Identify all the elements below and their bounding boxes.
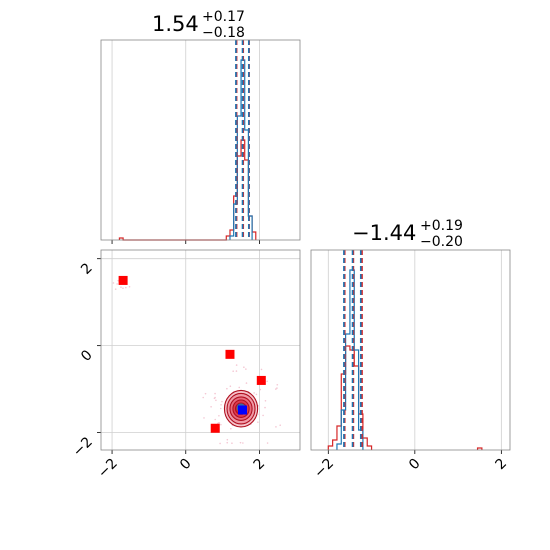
hist2-xtick-label-1: 0	[406, 456, 424, 474]
joint-sample-21	[276, 387, 278, 389]
joint-sample-far-7	[120, 286, 122, 289]
title-param-2-minus: −0.20	[420, 234, 463, 250]
blue-marker	[238, 405, 248, 415]
joint-sample-17	[221, 400, 223, 403]
hist-panel-param-2	[310, 249, 511, 454]
red-marker-0	[118, 275, 128, 285]
joint-sample-50	[266, 380, 268, 383]
title-param-2: −1.44 +0.19 −0.20	[352, 218, 463, 250]
joint-sample-9	[214, 418, 217, 421]
joint-sample-41	[229, 385, 232, 388]
joint-sample-30	[262, 414, 264, 417]
joint-sample-far-0	[122, 287, 124, 290]
joint-sample-far-3	[116, 283, 118, 285]
joint-sample-far-4	[128, 285, 131, 288]
red-marker-2	[256, 375, 266, 385]
joint-frame	[100, 249, 301, 451]
joint-ytick-label-1: 0	[78, 347, 96, 365]
joint-sample-48	[202, 396, 205, 399]
hist2-series-blue	[336, 269, 364, 450]
joint-sample-37	[266, 442, 269, 444]
joint-sample-39	[239, 441, 242, 444]
joint-sample-53	[231, 442, 233, 444]
joint-sample-23	[220, 403, 222, 406]
joint-sample-36	[235, 370, 238, 372]
joint-sample-33	[215, 399, 217, 402]
title-param-1-minus: −0.18	[202, 25, 245, 41]
joint-panel	[97, 249, 301, 454]
joint-ytick-label-0: −2	[70, 434, 96, 460]
joint-sample-51	[257, 421, 259, 423]
joint-sample-45	[264, 406, 266, 409]
red-marker-1	[225, 349, 235, 359]
joint-sample-22	[243, 366, 245, 369]
joint-sample-52	[257, 405, 260, 407]
joint-sample-32	[204, 392, 207, 395]
title-param-2-value: −1.44	[352, 221, 416, 245]
joint-sample-14	[214, 392, 216, 395]
joint-sample-far-5	[114, 288, 117, 290]
joint-sample-47	[276, 383, 279, 386]
joint-sample-13	[258, 413, 261, 415]
joint-sample-31	[214, 396, 216, 399]
joint-sample-38	[275, 426, 277, 428]
joint-sample-42	[245, 382, 248, 384]
hist1-frame	[100, 39, 301, 241]
joint-sample-34	[238, 386, 241, 389]
joint-sample-29	[226, 438, 229, 441]
joint-sample-1	[255, 393, 258, 396]
joint-sample-7	[219, 407, 222, 410]
hist2-xtick-label-2: 2	[493, 456, 511, 474]
hist2-xtick-label-0: −2	[311, 456, 337, 482]
title-param-1-plus: +0.17	[202, 9, 245, 25]
joint-sample-26	[253, 392, 255, 394]
joint-sample-3	[275, 388, 277, 390]
joint-sample-54	[219, 442, 221, 445]
joint-sample-0	[210, 406, 212, 408]
joint-sample-44	[235, 364, 238, 366]
joint-sample-5	[232, 370, 234, 373]
title-param-2-plus: +0.19	[420, 218, 463, 234]
joint-sample-far-2	[112, 282, 115, 284]
title-param-1-value: 1.54	[152, 12, 199, 36]
joint-sample-18	[218, 414, 220, 417]
joint-sample-43	[226, 441, 229, 444]
joint-sample-25	[242, 442, 244, 444]
tick-labels: −2 0 2 −2 0 2 −2 0 2	[70, 260, 510, 481]
joint-sample-20	[226, 387, 228, 390]
joint-xtick-label-0: −2	[95, 456, 121, 482]
hist2-frame	[310, 249, 511, 451]
joint-sample-16	[260, 368, 263, 371]
joint-sample-24	[220, 423, 222, 426]
joint-sample-58	[203, 417, 205, 419]
hist2-red-outlier	[476, 447, 483, 450]
joint-sample-12	[259, 388, 262, 391]
joint-sample-far-6	[125, 286, 127, 289]
joint-sample-15	[230, 427, 232, 430]
joint-sample-11	[279, 424, 282, 427]
joint-sample-28	[264, 399, 267, 402]
joint-xtick-label-1: 0	[177, 456, 195, 474]
hist2-series-red	[327, 345, 373, 450]
title-param-1: 1.54 +0.17 −0.18	[152, 9, 245, 41]
joint-ytick-label-2: 2	[78, 260, 96, 278]
joint-xtick-label-2: 2	[251, 456, 269, 474]
joint-sample-55	[245, 368, 247, 370]
red-marker-3	[210, 423, 220, 433]
hist-panel-param-1	[100, 39, 301, 244]
